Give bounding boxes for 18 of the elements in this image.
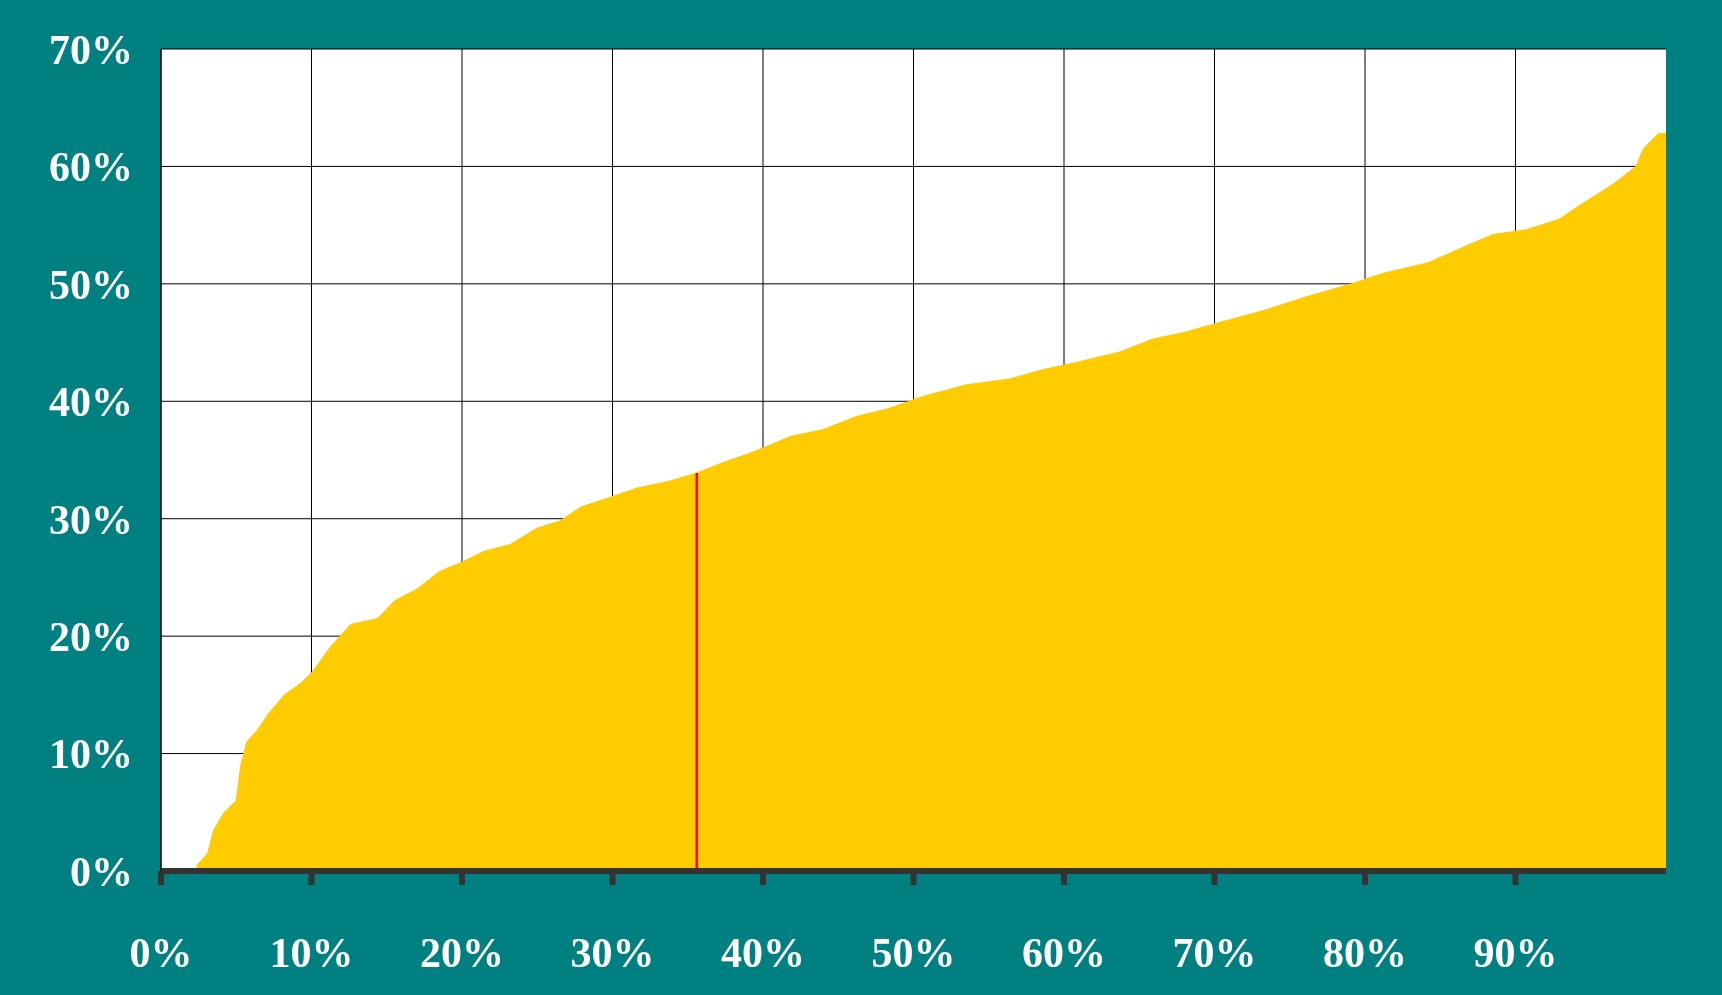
y-tick-label: 60% <box>49 144 133 191</box>
y-tick-label: 0% <box>70 848 133 895</box>
y-tick-label: 50% <box>49 261 133 308</box>
x-tick-label: 80% <box>1323 929 1407 976</box>
x-tick-label: 10% <box>269 929 354 976</box>
x-tick-label: 70% <box>1172 929 1257 976</box>
x-tick-label: 50% <box>871 929 956 976</box>
y-tick-label: 10% <box>49 731 133 778</box>
y-tick-label: 30% <box>49 496 133 543</box>
y-tick-label: 40% <box>49 379 133 426</box>
y-tick-label: 70% <box>49 26 133 73</box>
x-tick-label: 30% <box>570 929 655 976</box>
y-tick-label: 20% <box>49 614 133 661</box>
x-tick-label: 20% <box>420 929 504 976</box>
x-tick-label: 90% <box>1473 929 1558 976</box>
x-tick-label: 40% <box>721 929 805 976</box>
x-tick-label: 0% <box>129 929 193 976</box>
x-tick-label: 60% <box>1022 929 1106 976</box>
